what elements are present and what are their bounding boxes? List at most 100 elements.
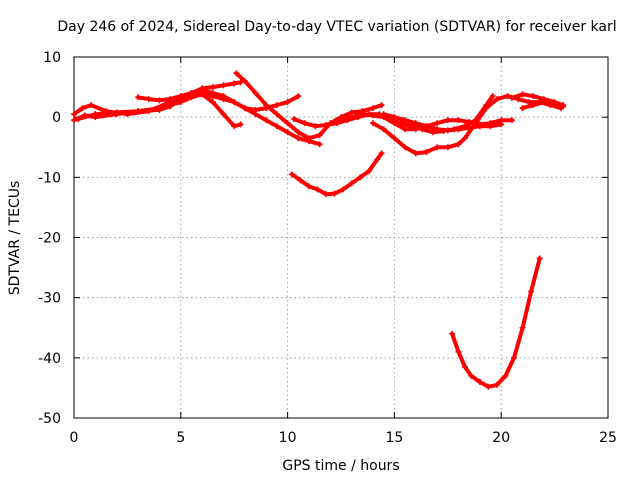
axis-ticks: 0 5 10 15 20 25 -50 -40 -30 -20 -10 0 10 [38,50,617,446]
data-point [466,118,473,125]
data-point [434,126,441,133]
data-point [380,111,387,118]
data-point [333,120,340,127]
data-point [378,102,385,109]
data-marks [71,70,567,390]
data-point [92,111,99,118]
y-tick-label: -20 [38,231,61,247]
data-point [508,94,515,101]
data-point [519,324,526,331]
data-point [145,96,152,103]
data-point [370,105,377,112]
data-point [209,84,216,91]
data-point [156,105,163,112]
data-point [348,114,355,121]
data-point [288,171,295,178]
data-point [284,99,291,106]
data-point [291,115,298,122]
data-point [323,121,330,128]
data-point [412,126,419,133]
data-point [241,78,248,85]
data-point [455,117,462,124]
y-tick-label: 10 [43,50,61,66]
x-tick-label: 25 [599,430,617,446]
data-point [444,127,451,134]
data-point [455,126,462,133]
data-point [295,135,302,142]
data-point [233,70,240,77]
data-series [449,255,543,390]
data-point [489,93,496,100]
data-series [288,150,385,198]
data-point [220,111,227,118]
data-point [434,144,441,151]
data-point [429,129,436,136]
data-point [113,109,120,116]
data-point [519,105,526,112]
data-point [156,97,163,104]
data-point [273,123,280,130]
data-series [380,111,505,134]
data-point [305,183,312,190]
data-point [237,79,244,86]
data-point [455,141,462,148]
data-point [263,117,270,124]
y-axis-label: SDTVAR / TECUs [7,181,23,296]
chart-title: Day 246 of 2024, Sidereal Day-to-day VTE… [57,19,616,35]
x-tick-label: 0 [70,430,79,446]
data-point [252,90,259,97]
data-point [188,90,195,97]
x-axis-label: GPS time / hours [282,458,399,474]
data-point [528,288,535,295]
data-point [485,383,492,390]
data-point [374,156,381,163]
y-tick-label: -10 [38,170,61,186]
data-point [295,129,302,136]
data-point [88,102,95,109]
data-point [370,112,377,119]
data-point [135,94,142,101]
data-point [498,121,505,128]
data-point [511,354,518,361]
data-point [402,144,409,151]
data-point [461,363,468,370]
data-point [241,105,248,112]
data-point [530,102,537,109]
data-point [434,120,441,127]
data-point [461,135,468,142]
data-series-line [450,256,542,389]
data-point [199,91,206,98]
data-point [449,330,456,337]
x-tick-label: 5 [176,430,185,446]
data-series [75,91,244,130]
data-point [391,120,398,127]
data-point [316,132,323,139]
data-point [312,123,319,130]
data-point [540,99,547,106]
data-point [551,100,558,107]
data-point [493,96,500,103]
data-series [233,70,385,142]
data-point [525,99,532,106]
data-point [209,99,216,106]
data-point [519,91,526,98]
data-series-line [234,71,384,141]
data-point [167,96,174,103]
data-point [284,129,291,136]
data-series [135,90,302,113]
data-series [370,93,565,157]
data-point [75,115,82,122]
data-point [504,93,511,100]
data-point [263,102,270,109]
data-point [340,186,347,193]
data-point [493,381,500,388]
y-tick-label: -50 [38,411,61,427]
data-point [359,111,366,118]
data-point [338,117,344,124]
data-series-line [136,91,301,112]
data-point [391,114,398,121]
x-tick-label: 15 [385,430,403,446]
data-point [476,378,483,385]
data-point [71,111,77,118]
data-point [370,120,377,127]
